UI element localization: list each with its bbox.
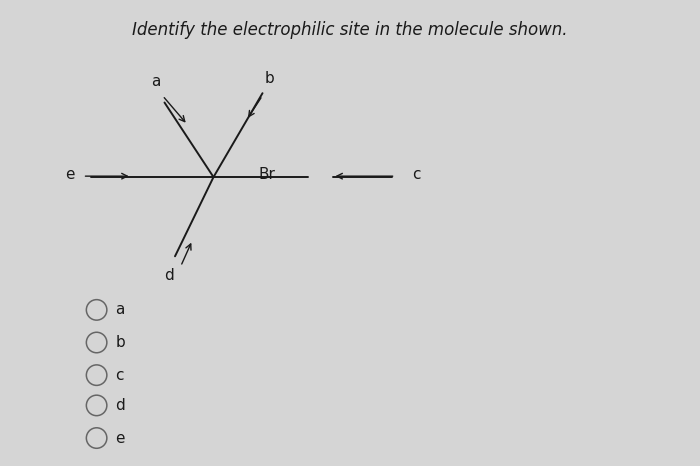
Text: e: e bbox=[65, 167, 75, 182]
Text: d: d bbox=[164, 268, 174, 283]
Text: d: d bbox=[116, 398, 125, 413]
Text: e: e bbox=[116, 431, 125, 445]
Text: Br: Br bbox=[259, 167, 276, 182]
Text: b: b bbox=[265, 71, 274, 86]
Text: c: c bbox=[412, 167, 421, 182]
Text: a: a bbox=[116, 302, 125, 317]
Text: a: a bbox=[150, 74, 160, 89]
Text: c: c bbox=[116, 368, 124, 383]
Text: b: b bbox=[116, 335, 125, 350]
Text: Identify the electrophilic site in the molecule shown.: Identify the electrophilic site in the m… bbox=[132, 21, 568, 39]
